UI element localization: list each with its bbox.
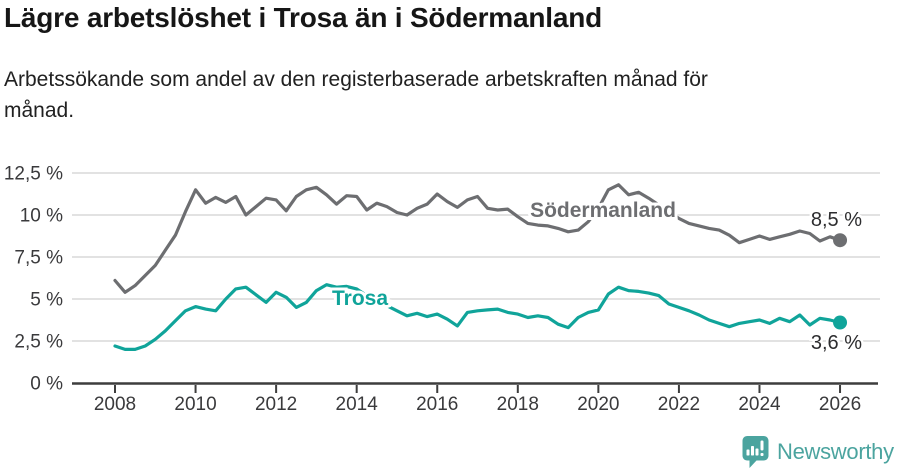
x-axis-label: 2014 bbox=[336, 394, 379, 415]
y-axis-label: 0 % bbox=[30, 374, 63, 395]
chart-subtitle-line-2: månad. bbox=[4, 99, 75, 122]
y-axis-label: 5 % bbox=[30, 290, 63, 311]
x-axis-label: 2010 bbox=[174, 394, 216, 415]
y-axis-label: 10 % bbox=[20, 206, 63, 227]
newsworthy-wordmark: Newsworthy bbox=[777, 439, 894, 464]
series-label-södermanland: Södermanland bbox=[530, 199, 676, 222]
series-end-dot-södermanland bbox=[833, 233, 848, 248]
x-axis-label: 2016 bbox=[416, 394, 458, 415]
x-axis-label: 2026 bbox=[819, 394, 861, 415]
series-end-value-label-trosa: 3,6 % bbox=[811, 332, 862, 354]
series-line-trosa bbox=[113, 283, 842, 351]
chart-title: Lägre arbetslöshet i Trosa än i Söderman… bbox=[4, 2, 603, 33]
series-end-dot-trosa bbox=[833, 315, 848, 330]
x-axis-label: 2020 bbox=[577, 394, 619, 415]
x-axis-label: 2024 bbox=[738, 394, 781, 415]
x-axis-label: 2008 bbox=[94, 394, 136, 415]
y-axis-label: 2,5 % bbox=[14, 332, 63, 353]
x-axis-label: 2022 bbox=[658, 394, 700, 415]
x-axis-label: 2012 bbox=[255, 394, 297, 415]
y-axis-label: 7,5 % bbox=[14, 248, 63, 269]
y-axis-label: 12,5 % bbox=[4, 164, 63, 185]
chart-subtitle-line-1: Arbetssökande som andel av den registerb… bbox=[4, 68, 708, 91]
chart-subtitle: Arbetssökande som andel av den registerb… bbox=[4, 64, 894, 126]
series-end-value-label-södermanland: 8,5 % bbox=[811, 209, 862, 231]
x-axis-label: 2018 bbox=[497, 394, 539, 415]
newsworthy-logo[interactable]: Newsworthy bbox=[742, 436, 894, 468]
series-label-trosa: Trosa bbox=[332, 287, 388, 310]
newsworthy-bubble-chart-icon bbox=[742, 436, 769, 468]
series-line-södermanland bbox=[113, 183, 842, 294]
